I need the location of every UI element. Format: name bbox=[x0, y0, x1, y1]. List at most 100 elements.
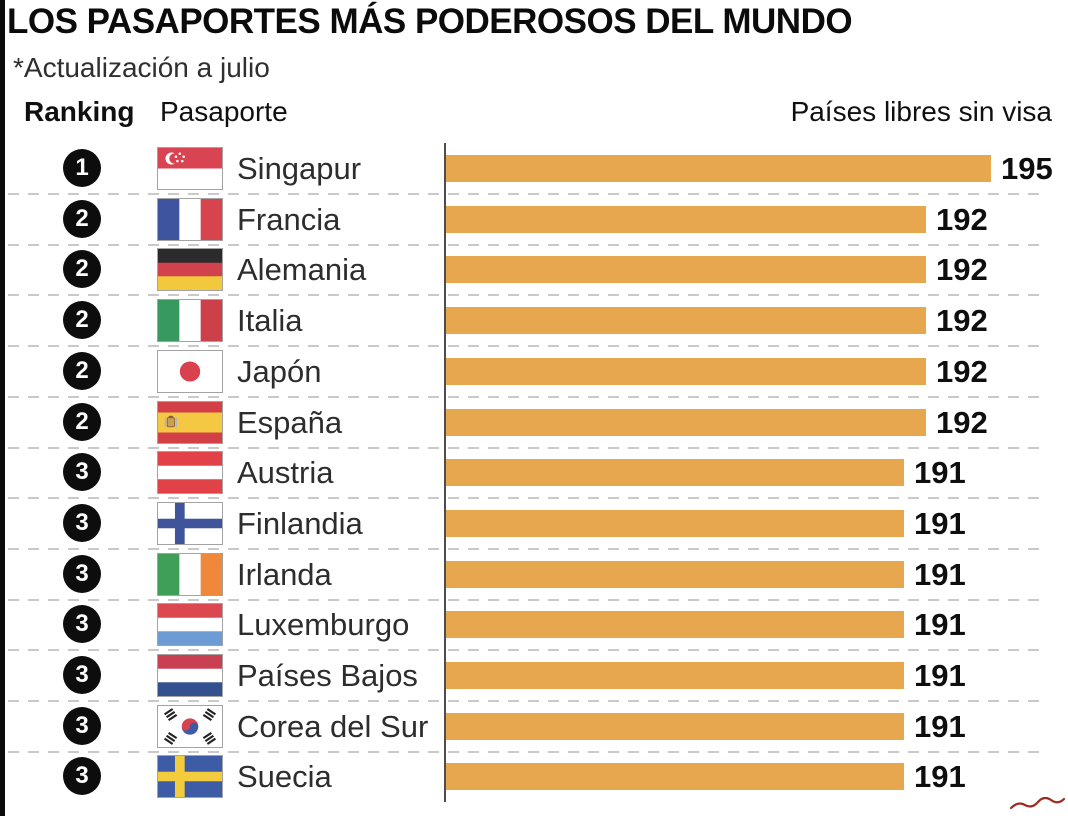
rank-number: 2 bbox=[75, 407, 89, 435]
flag-germany-icon bbox=[157, 248, 223, 292]
rank-badge: 3 bbox=[63, 757, 101, 796]
value-label: 192 bbox=[936, 353, 988, 389]
table-row: 3 Finlandia 191 bbox=[0, 498, 1068, 550]
country-label: Corea del Sur bbox=[237, 708, 429, 744]
rank-number: 3 bbox=[75, 559, 89, 587]
flag-spain-icon bbox=[157, 400, 223, 444]
value-bar bbox=[446, 662, 904, 689]
red-squiggle-mark bbox=[1010, 797, 1066, 810]
flag-south-korea-icon bbox=[157, 704, 223, 748]
table-row: 2 Japón 192 bbox=[0, 346, 1068, 398]
table-row: 3 Corea del Sur 191 bbox=[0, 701, 1068, 753]
value-bar bbox=[446, 712, 904, 740]
column-header-visa-free: Países libres sin visa bbox=[790, 96, 1052, 127]
rank-badge: 3 bbox=[63, 503, 101, 542]
country-label: Austria bbox=[237, 455, 334, 491]
rank-number: 2 bbox=[75, 356, 89, 384]
value-bar bbox=[446, 560, 904, 588]
row-divider bbox=[8, 243, 1048, 246]
value-bar bbox=[446, 205, 926, 233]
rank-badge: 3 bbox=[63, 554, 101, 593]
value-label: 192 bbox=[936, 201, 988, 237]
value-bar bbox=[446, 256, 926, 284]
row-divider bbox=[8, 193, 1048, 195]
table-row: 3 Países Bajos 191 bbox=[0, 650, 1068, 702]
row-divider bbox=[8, 345, 1048, 348]
rank-badge: 3 bbox=[63, 605, 101, 644]
flag-netherlands-icon bbox=[157, 654, 223, 697]
country-label: Suecia bbox=[237, 759, 332, 795]
rank-badge: 2 bbox=[63, 351, 101, 390]
country-label: Japón bbox=[237, 353, 322, 389]
row-divider bbox=[8, 294, 1048, 297]
row-divider bbox=[8, 395, 1048, 398]
flag-singapore-icon bbox=[157, 147, 223, 190]
table-row: 2 Alemania 192 bbox=[0, 244, 1068, 297]
table-row: 1 Singapur 195 bbox=[0, 143, 1068, 195]
table-row: 3 Irlanda 191 bbox=[0, 549, 1068, 601]
chart-rows-area: 1 Singapur 195 2 Francia 192 2 Alemania 192 2 Ital… bbox=[0, 143, 1068, 802]
subtitle-note: *Actualización a julio bbox=[13, 52, 270, 83]
rank-badge: 3 bbox=[63, 656, 101, 694]
country-label: Italia bbox=[237, 303, 303, 339]
row-divider bbox=[8, 750, 1048, 753]
flag-italy-icon bbox=[157, 299, 223, 343]
column-header-passport: Pasaporte bbox=[160, 96, 288, 127]
flag-finland-icon bbox=[157, 501, 223, 545]
row-divider bbox=[8, 547, 1048, 550]
value-label: 191 bbox=[914, 607, 966, 643]
table-row: 2 Francia 192 bbox=[0, 194, 1068, 246]
rank-number: 2 bbox=[75, 204, 89, 232]
flag-sweden-icon bbox=[157, 755, 223, 799]
rank-badge: 2 bbox=[63, 250, 101, 289]
rank-badge: 1 bbox=[63, 149, 101, 187]
country-label: Finlandia bbox=[237, 505, 363, 541]
row-divider bbox=[8, 649, 1048, 652]
country-label: Irlanda bbox=[237, 556, 332, 592]
rank-number: 3 bbox=[75, 610, 89, 638]
value-bar bbox=[446, 611, 904, 639]
rank-badge: 2 bbox=[63, 301, 101, 340]
value-bar bbox=[446, 459, 904, 487]
value-label: 191 bbox=[914, 505, 966, 541]
row-divider bbox=[8, 700, 1048, 702]
rank-number: 3 bbox=[75, 711, 89, 739]
value-axis-line bbox=[444, 143, 446, 802]
value-label: 191 bbox=[914, 455, 966, 491]
country-label: España bbox=[237, 404, 343, 440]
flag-austria-icon bbox=[157, 451, 223, 495]
rank-number: 2 bbox=[75, 255, 89, 283]
value-label: 191 bbox=[914, 658, 966, 693]
value-bar bbox=[446, 408, 926, 436]
row-divider bbox=[8, 497, 1048, 500]
value-label: 191 bbox=[914, 708, 966, 744]
rank-badge: 3 bbox=[63, 706, 101, 745]
country-label: Países Bajos bbox=[237, 658, 418, 693]
table-row: 3 Austria 191 bbox=[0, 447, 1068, 500]
value-bar bbox=[446, 155, 991, 182]
country-label: Francia bbox=[237, 201, 341, 237]
rank-number: 3 bbox=[75, 762, 89, 790]
country-label: Luxemburgo bbox=[237, 607, 410, 643]
rank-number: 2 bbox=[75, 306, 89, 334]
rank-badge: 2 bbox=[63, 402, 101, 441]
rank-number: 3 bbox=[75, 458, 89, 486]
value-label: 192 bbox=[936, 252, 988, 288]
value-bar bbox=[446, 763, 904, 791]
value-label: 192 bbox=[936, 303, 988, 339]
value-label: 191 bbox=[914, 759, 966, 795]
value-bar bbox=[446, 357, 926, 385]
table-row: 3 Suecia 191 bbox=[0, 751, 1068, 802]
row-divider bbox=[8, 446, 1048, 449]
rank-number: 3 bbox=[75, 508, 89, 536]
flag-ireland-icon bbox=[157, 552, 223, 596]
rank-number: 1 bbox=[75, 154, 89, 181]
flag-france-icon bbox=[157, 197, 223, 241]
table-row: 3 Luxemburgo 191 bbox=[0, 599, 1068, 652]
rank-number: 3 bbox=[75, 661, 89, 688]
country-label: Singapur bbox=[237, 151, 362, 186]
country-label: Alemania bbox=[237, 252, 367, 288]
value-bar bbox=[446, 307, 926, 335]
value-label: 192 bbox=[936, 404, 988, 440]
left-edge-bar bbox=[0, 0, 5, 816]
